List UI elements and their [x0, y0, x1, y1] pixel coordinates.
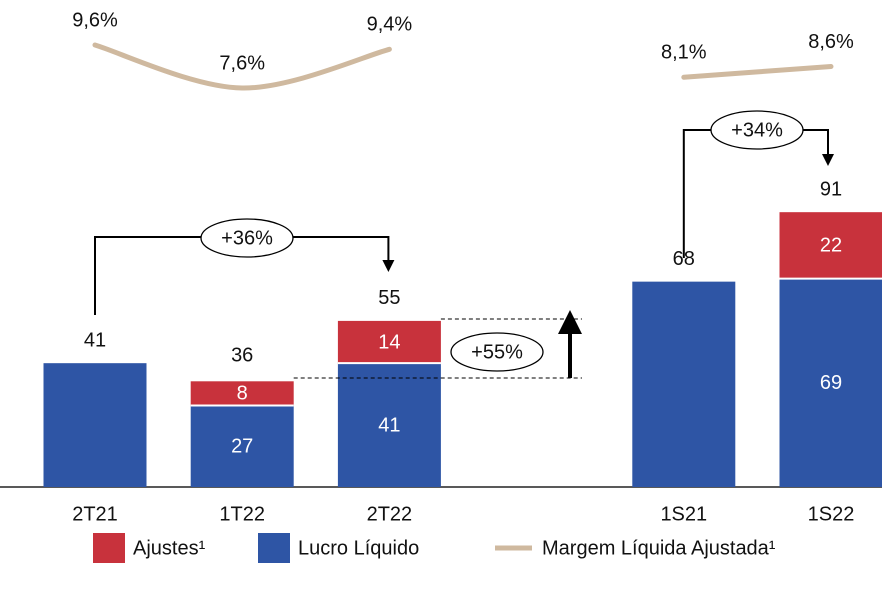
bar-segment [779, 212, 882, 279]
annotation-bubble [450, 332, 544, 372]
line-label: 7,6% [219, 52, 265, 74]
legend-swatch [93, 533, 125, 563]
total-label: 55 [378, 287, 400, 309]
margin-line [92, 42, 392, 91]
x-tick-label: 2T22 [367, 503, 413, 525]
annotation-label: +34% [731, 119, 783, 141]
total-label: 68 [673, 248, 695, 270]
bar-segment [190, 405, 294, 487]
total-label: 36 [231, 345, 253, 367]
bar-label: 27 [231, 436, 253, 458]
legend-label: Margem Líquida Ajustada¹ [542, 537, 776, 559]
bar-label: 14 [378, 331, 400, 353]
bar-label: 22 [820, 235, 842, 257]
line-label: 9,6% [72, 9, 118, 31]
bar-segment [337, 363, 441, 487]
legend-label: Ajustes¹ [133, 537, 206, 559]
bar-segment [190, 381, 294, 406]
annotation-bubble [710, 110, 804, 150]
bar-label: 8 [237, 383, 248, 405]
legend-label: Lucro Líquido [298, 537, 419, 559]
bar-label: 41 [378, 414, 400, 436]
annotation-label: +55% [471, 341, 523, 363]
x-tick-label: 1S21 [660, 503, 707, 525]
annotation-label: +36% [221, 227, 273, 249]
legend-swatch [258, 533, 290, 563]
line-label: 8,6% [808, 31, 854, 53]
total-label: 41 [84, 329, 106, 351]
bar-label: 69 [820, 372, 842, 394]
bar-segment [337, 320, 441, 364]
x-tick-label: 2T21 [72, 503, 118, 525]
line-label: 8,1% [661, 42, 707, 64]
annotation-bubble [200, 218, 294, 258]
bar-segment [632, 281, 736, 487]
bar-segment [779, 278, 882, 487]
total-label: 91 [820, 178, 842, 200]
x-tick-label: 1T22 [219, 503, 265, 525]
x-tick-label: 1S22 [808, 503, 855, 525]
bar-segment [43, 363, 147, 487]
margin-line [681, 64, 834, 80]
line-label: 9,4% [367, 14, 413, 36]
